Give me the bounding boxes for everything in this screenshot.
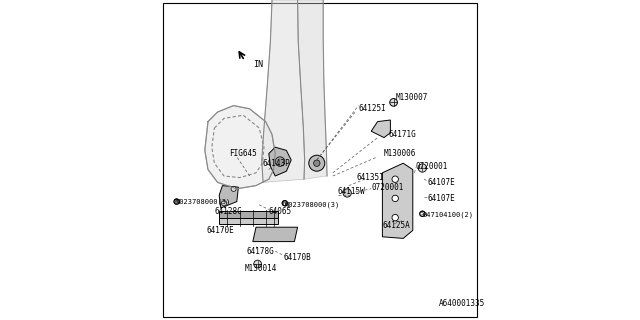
Circle shape	[309, 155, 325, 171]
Polygon shape	[219, 186, 239, 208]
Text: 64170E: 64170E	[206, 226, 234, 235]
Circle shape	[282, 201, 287, 206]
Text: 64115W: 64115W	[338, 188, 365, 196]
Text: M130007: M130007	[396, 93, 428, 102]
Polygon shape	[371, 120, 390, 138]
Text: N: N	[283, 201, 287, 206]
Text: 0720001: 0720001	[371, 183, 404, 192]
Polygon shape	[298, 0, 327, 179]
Text: 64178G: 64178G	[246, 247, 274, 256]
Polygon shape	[383, 163, 413, 238]
Circle shape	[231, 186, 236, 191]
Circle shape	[282, 201, 287, 206]
Text: IN: IN	[253, 60, 263, 68]
Text: 64143P: 64143P	[262, 159, 290, 168]
Text: 64065: 64065	[269, 207, 292, 216]
Text: 64107E: 64107E	[428, 194, 455, 203]
Text: FIG645: FIG645	[229, 149, 257, 158]
Circle shape	[343, 189, 351, 197]
Circle shape	[392, 195, 398, 202]
Text: 64125I: 64125I	[358, 104, 386, 113]
Circle shape	[275, 157, 285, 166]
Text: S: S	[420, 211, 424, 216]
Circle shape	[420, 211, 425, 216]
Circle shape	[420, 211, 425, 216]
Circle shape	[392, 176, 398, 182]
Circle shape	[390, 99, 397, 106]
Text: N023708000(3): N023708000(3)	[176, 198, 231, 205]
Text: 64135I: 64135I	[357, 173, 385, 182]
Polygon shape	[219, 211, 278, 218]
Text: 64170B: 64170B	[283, 253, 311, 262]
Text: 0720001: 0720001	[416, 162, 449, 171]
Polygon shape	[269, 147, 291, 176]
Text: 64107E: 64107E	[428, 178, 455, 187]
Circle shape	[392, 214, 398, 221]
Text: 64125A: 64125A	[383, 221, 410, 230]
Text: A640001335: A640001335	[438, 300, 484, 308]
Circle shape	[221, 201, 227, 206]
Circle shape	[314, 160, 320, 166]
Circle shape	[174, 199, 179, 204]
Text: N023708000(3): N023708000(3)	[285, 202, 340, 208]
Text: M130014: M130014	[245, 264, 277, 273]
Circle shape	[254, 260, 262, 268]
Polygon shape	[205, 106, 275, 189]
Circle shape	[174, 199, 179, 204]
Text: M130006: M130006	[384, 149, 417, 158]
Polygon shape	[219, 218, 278, 224]
Text: 64171G: 64171G	[388, 130, 417, 139]
Polygon shape	[262, 0, 305, 182]
Circle shape	[419, 164, 427, 172]
Text: 047104100(2): 047104100(2)	[422, 211, 474, 218]
Polygon shape	[253, 227, 298, 242]
Text: 64128C: 64128C	[214, 207, 242, 216]
Text: N: N	[175, 199, 179, 204]
